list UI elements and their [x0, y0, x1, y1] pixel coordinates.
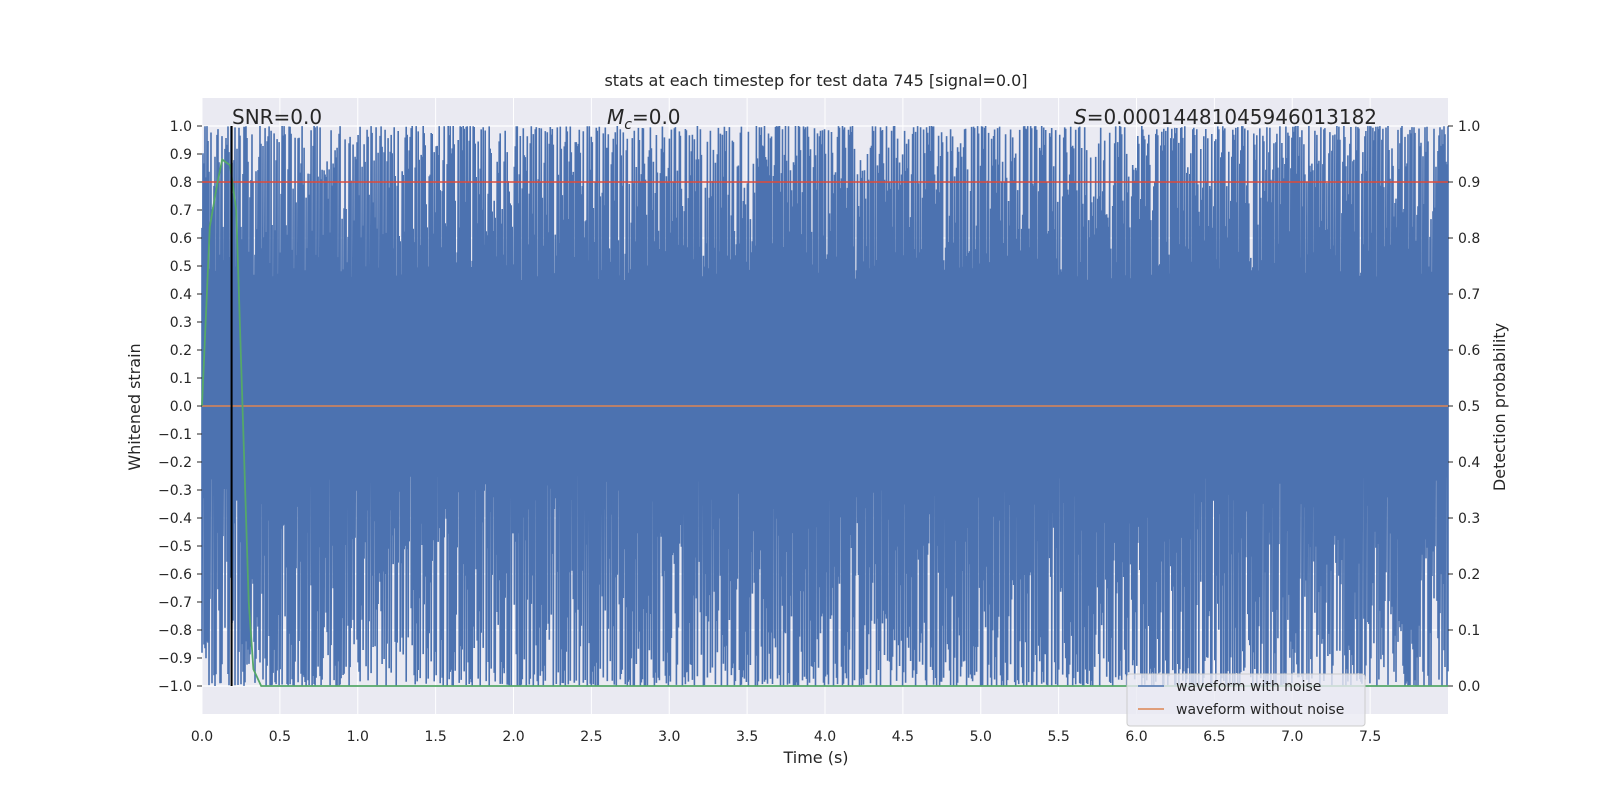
x-axis-label: Time (s) [782, 748, 848, 767]
legend: waveform with noise waveform without noi… [1126, 673, 1366, 727]
y2-tick-label: 0.9 [1458, 175, 1480, 191]
y-tick-label: −0.9 [158, 651, 192, 667]
x-tick-label: 1.0 [347, 729, 369, 745]
series-waveform-with-noise [201, 125, 1449, 687]
s-symbol: S [1074, 105, 1087, 129]
chirp-mass-annotation: Mc=0.0 [607, 105, 681, 133]
chirp-mass-value: =0.0 [632, 105, 681, 129]
y-tick-label: 0.8 [170, 175, 192, 191]
y-tick-label: −0.7 [158, 595, 192, 611]
x-tick-label: 7.0 [1281, 729, 1303, 745]
snr-annotation: SNR=0.0 [232, 105, 322, 129]
y-tick-label: −0.5 [158, 539, 192, 555]
x-tick-label: 2.0 [502, 729, 524, 745]
chirp-mass-subscript: c [624, 117, 632, 133]
y2-tick-label: 0.6 [1458, 343, 1480, 359]
y2-tick-label: 0.4 [1458, 455, 1480, 471]
y2-tick-label: 0.0 [1458, 679, 1480, 695]
y2-tick-label: 0.3 [1458, 511, 1480, 527]
y-tick-label: −0.1 [158, 427, 192, 443]
y2-tick-label: 0.2 [1458, 567, 1480, 583]
x-tick-label: 1.5 [424, 729, 446, 745]
s-value: =0.00014481045946013182 [1087, 105, 1377, 129]
y-tick-label: 0.6 [170, 231, 192, 247]
x-tick-label: 0.5 [269, 729, 291, 745]
y2-tick-labels: 1.0 0.9 0.8 0.7 0.6 0.5 0.4 0.3 0.2 0.1 0.0 [1448, 119, 1480, 695]
x-tick-label: 4.5 [892, 729, 914, 745]
x-tick-label: 6.0 [1125, 729, 1147, 745]
y-tick-label: −1.0 [158, 679, 192, 695]
y-tick-label: 0.7 [170, 203, 192, 219]
legend-label-with-noise: waveform with noise [1176, 679, 1321, 695]
y-tick-label: −0.8 [158, 623, 192, 639]
x-tick-labels: 0.0 0.5 1.0 1.5 2.0 2.5 3.0 3.5 4.0 4.5 5.0 5.5 6.0 6… [191, 729, 1381, 745]
x-tick-label: 7.5 [1359, 729, 1381, 745]
y-tick-label: 0.9 [170, 147, 192, 163]
y-tick-label: 0.1 [170, 371, 192, 387]
x-tick-label: 3.0 [658, 729, 680, 745]
series-detection-probability [201, 158, 1448, 687]
y2-tick-label: 0.1 [1458, 623, 1480, 639]
s-annotation: S=0.00014481045946013182 [1074, 105, 1377, 129]
y2-tick-label: 0.5 [1458, 399, 1480, 415]
x-tick-label: 5.5 [1047, 729, 1069, 745]
x-tick-label: 5.0 [970, 729, 992, 745]
x-tick-label: 2.5 [580, 729, 602, 745]
x-tick-label: 0.0 [191, 729, 213, 745]
legend-box [1126, 673, 1366, 727]
y2-axis-label: Detection probability [1490, 323, 1509, 491]
y-tick-label: 0.3 [170, 315, 192, 331]
series-layer [201, 125, 1449, 687]
y-tick-label: −0.3 [158, 483, 192, 499]
y-axis-label: Whitened strain [125, 343, 144, 470]
x-tick-label: 6.5 [1203, 729, 1225, 745]
y2-tick-label: 0.8 [1458, 231, 1480, 247]
y2-tick-label: 0.7 [1458, 287, 1480, 303]
y-tick-label: 0.4 [170, 287, 192, 303]
y-tick-label: 0.5 [170, 259, 192, 275]
chirp-mass-symbol: M [607, 105, 624, 129]
x-tick-label: 4.0 [814, 729, 836, 745]
y-tick-labels: 1.0 0.9 0.8 0.7 0.6 0.5 0.4 0.3 0.2 0.1 0.0 −0.1 −0.… [158, 119, 202, 695]
y-tick-label: 0.2 [170, 343, 192, 359]
y-tick-label: −0.4 [158, 511, 192, 527]
chart-title: stats at each timestep for test data 745… [604, 71, 1027, 90]
y-tick-label: −0.6 [158, 567, 192, 583]
y-tick-label: −0.2 [158, 455, 192, 471]
y2-tick-label: 1.0 [1458, 119, 1480, 135]
y-tick-label: 0.0 [170, 399, 192, 415]
legend-label-without-noise: waveform without noise [1176, 702, 1344, 718]
y-tick-label: 1.0 [170, 119, 192, 135]
x-tick-label: 3.5 [736, 729, 758, 745]
